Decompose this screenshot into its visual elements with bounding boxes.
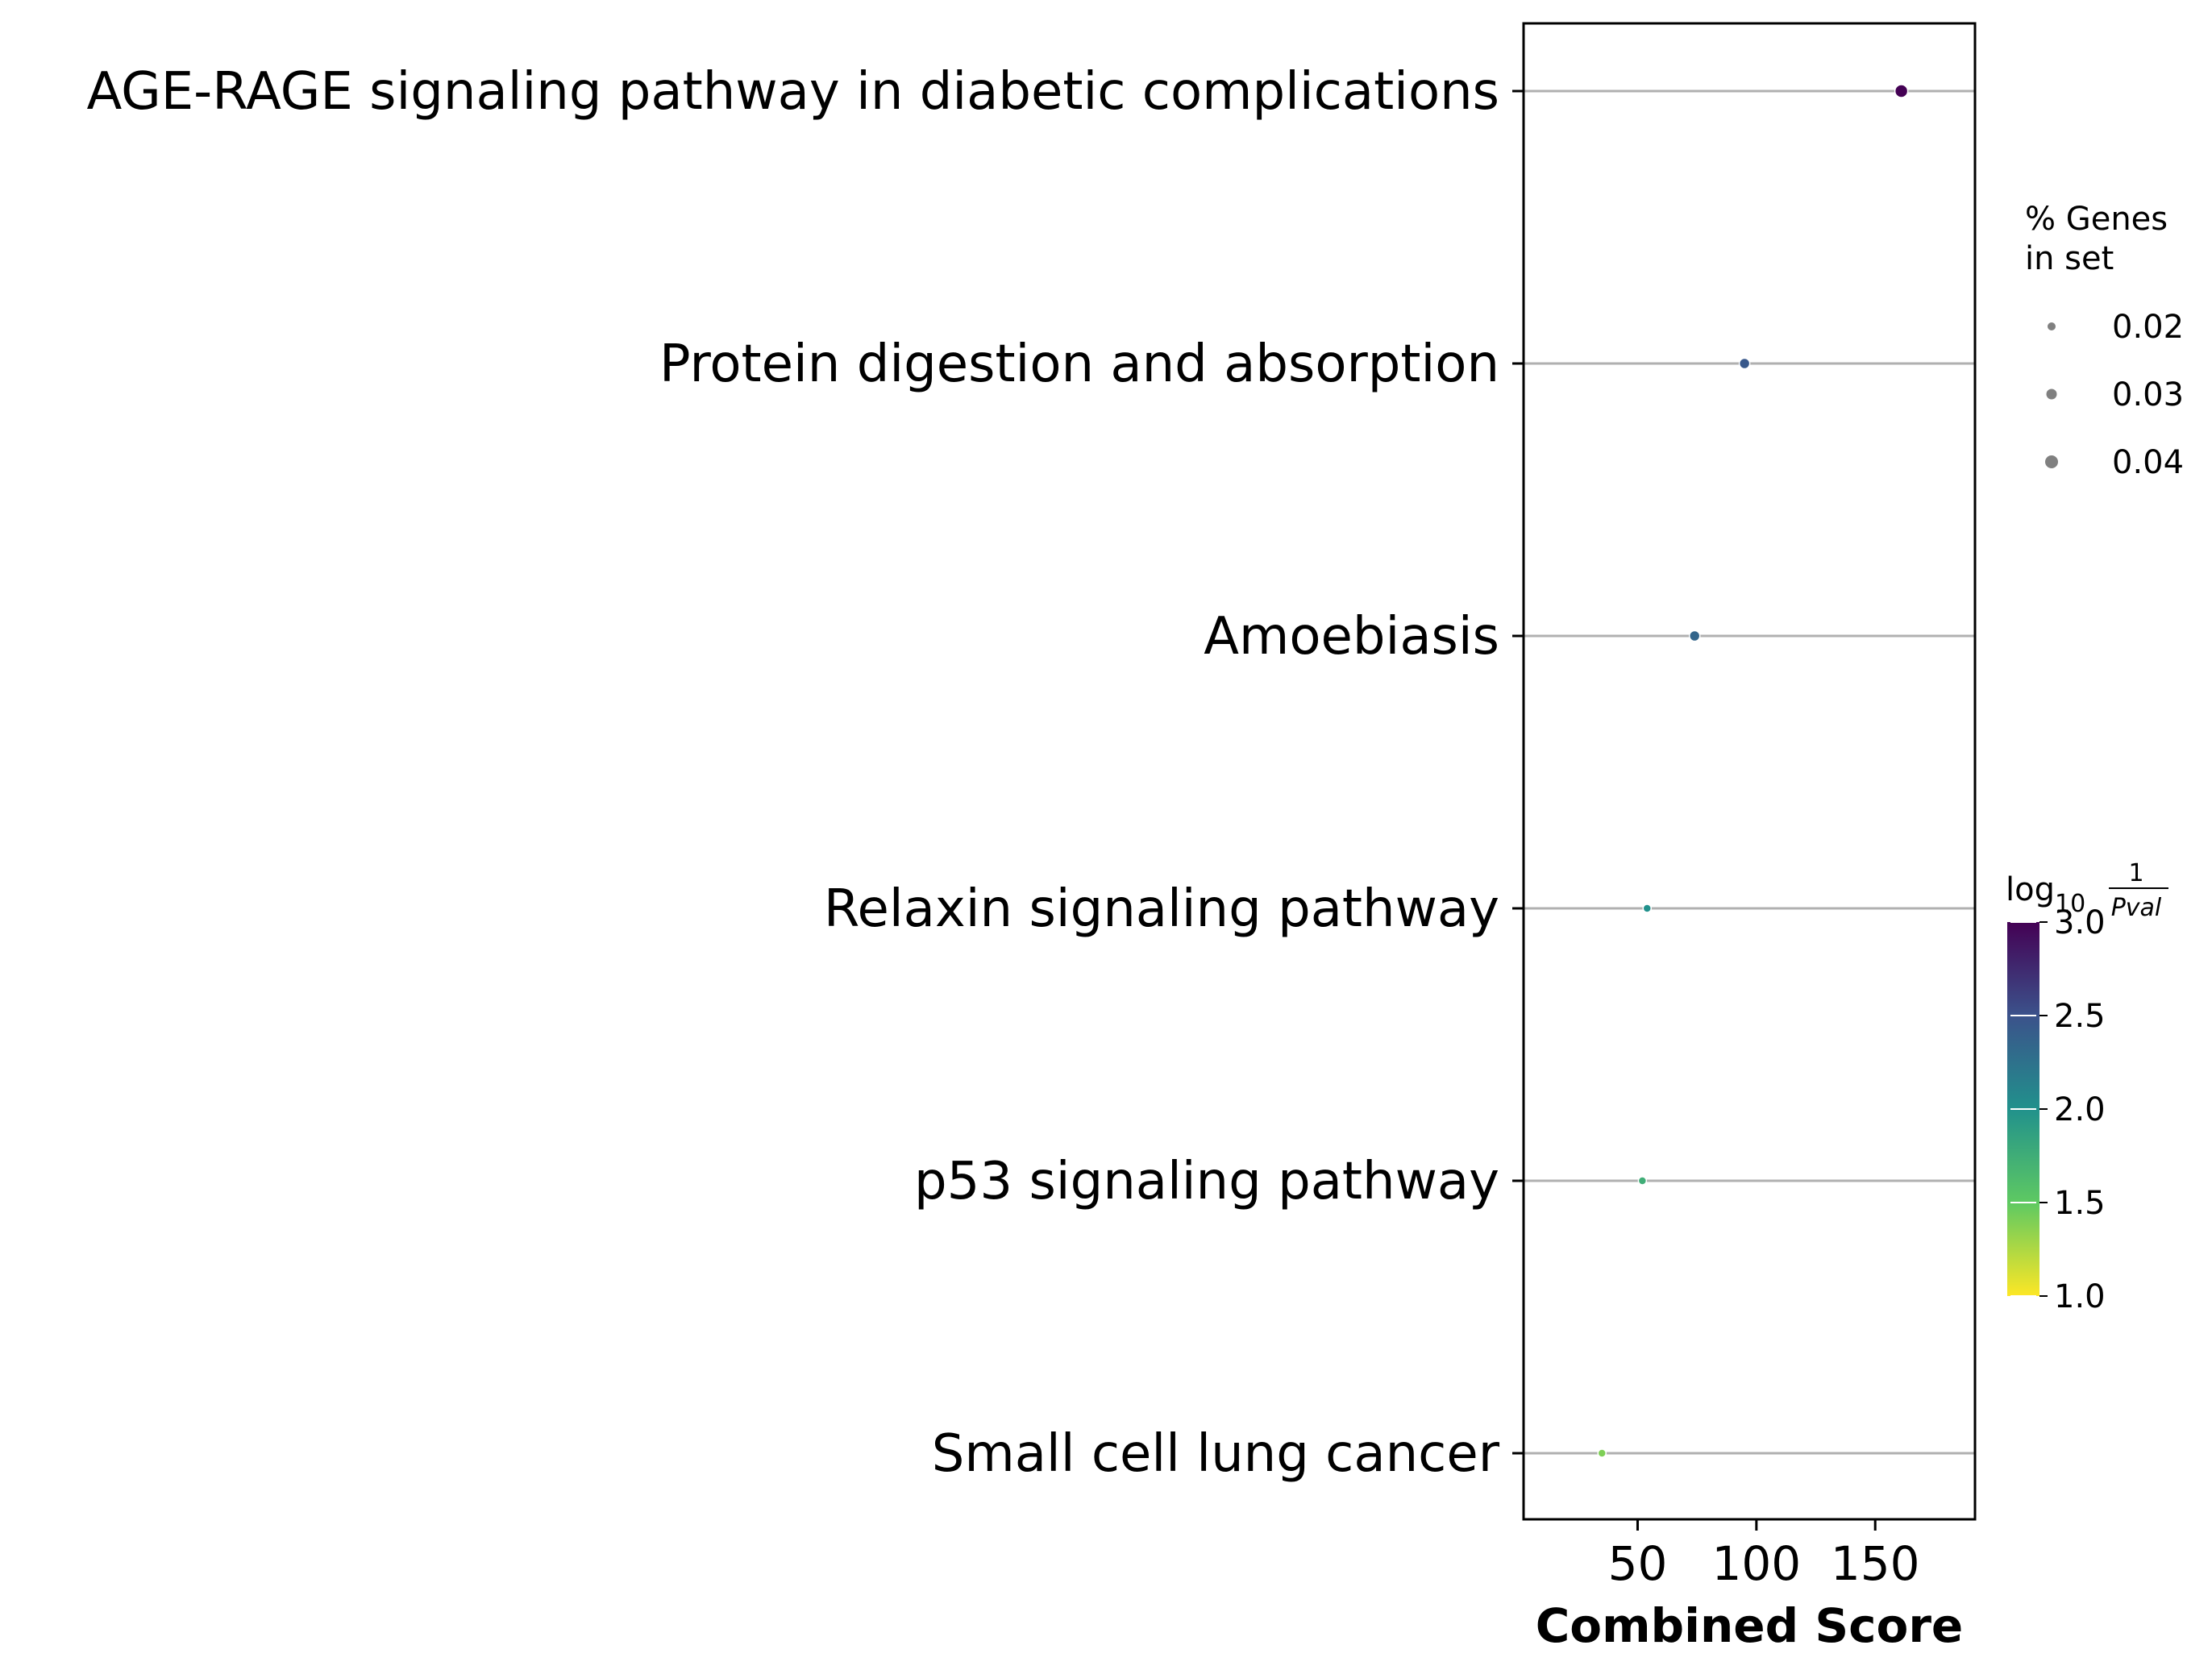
colorbar-title-log: log10	[2006, 871, 2085, 918]
data-point	[1738, 357, 1751, 370]
colorbar-title-log-text: log	[2006, 871, 2055, 908]
x-axis: 50 100 150	[1608, 1519, 1920, 1591]
data-point	[1637, 1176, 1648, 1186]
size-legend-label: 0.03	[2112, 376, 2184, 413]
y-tick-label: Small cell lung cancer	[932, 1424, 1500, 1484]
size-legend-marker	[2046, 388, 2057, 400]
data-point	[1894, 84, 1909, 98]
y-tick-label: Relaxin signaling pathway	[824, 879, 1499, 939]
colorbar-title-numerator: 1	[2128, 859, 2143, 887]
colorbar-tick-label: 3.0	[2054, 904, 2106, 941]
size-legend: % Genes in set 0.02 0.03 0.04	[2025, 201, 2184, 481]
colorbar-tick-label: 1.5	[2054, 1185, 2106, 1222]
size-legend-title-line1: % Genes	[2025, 201, 2168, 238]
colorbar-tick-label: 1.0	[2054, 1278, 2106, 1315]
colorbar-tick-label: 2.0	[2054, 1091, 2106, 1128]
data-point	[1642, 904, 1653, 913]
plot-frame	[1522, 22, 1977, 1521]
size-legend-label: 0.02	[2112, 309, 2184, 346]
colorbar-tick-label: 2.5	[2054, 998, 2106, 1035]
x-tick-label: 50	[1608, 1536, 1668, 1591]
y-tick-label: p53 signaling pathway	[914, 1152, 1499, 1211]
colorbar-title-subscript: 10	[2055, 890, 2085, 918]
data-point	[1597, 1448, 1607, 1458]
x-axis-label: Combined Score	[1536, 1598, 1964, 1653]
colorbar: log10 1 Pval 3.0 2.5 2.0 1.5 1.0	[2006, 859, 2168, 1315]
y-tick-label: AGE-RAGE signaling pathway in diabetic c…	[86, 62, 1499, 122]
size-legend-label: 0.04	[2112, 444, 2184, 481]
data-point	[1688, 629, 1701, 642]
size-legend-marker	[2045, 455, 2058, 468]
y-axis: AGE-RAGE signaling pathway in diabetic c…	[86, 62, 1524, 1484]
gridlines	[1524, 89, 1975, 1455]
colorbar-title-denominator: Pval	[2111, 894, 2162, 922]
x-tick-label: 100	[1711, 1536, 1801, 1591]
y-tick-label: Protein digestion and absorption	[659, 334, 1499, 394]
y-tick-label: Amoebiasis	[1204, 607, 1499, 667]
data-points	[1597, 84, 1909, 1458]
size-legend-title-line2: in set	[2025, 240, 2114, 277]
size-legend-marker	[2048, 322, 2056, 330]
x-tick-label: 150	[1831, 1536, 1920, 1591]
